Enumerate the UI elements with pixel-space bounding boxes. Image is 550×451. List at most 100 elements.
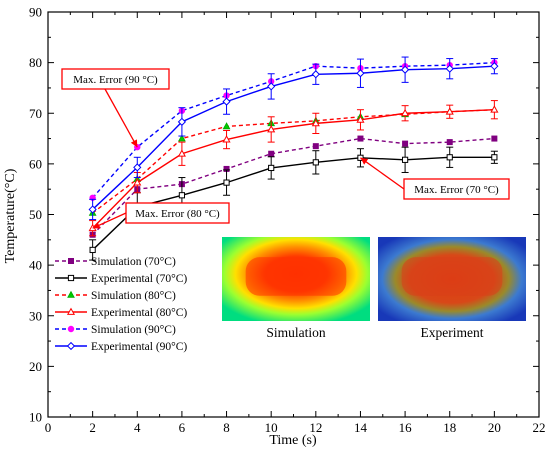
- heatmap-caption: Simulation: [266, 325, 326, 340]
- legend-label: Simulation (80°C): [91, 290, 176, 302]
- data-point: [66, 341, 76, 351]
- legend-label: Simulation (90°C): [91, 324, 176, 336]
- x-tick-label: 22: [533, 420, 546, 435]
- x-tick-label: 6: [179, 420, 186, 435]
- legend-entry: Simulation (80°C): [55, 290, 176, 302]
- series-4: [88, 100, 499, 237]
- x-tick-label: 20: [488, 420, 501, 435]
- data-point: [67, 290, 75, 298]
- legend-entry: Simulation (70°C): [55, 256, 176, 268]
- data-point: [446, 139, 453, 146]
- data-point: [89, 246, 96, 254]
- data-point: [68, 257, 75, 264]
- data-point: [312, 143, 319, 150]
- legend-label: Experimental (80°C): [91, 307, 187, 319]
- data-point: [222, 97, 231, 106]
- y-tick-label: 40: [29, 258, 42, 273]
- legend-label: Experimental (70°C): [91, 273, 187, 285]
- data-point: [267, 125, 276, 133]
- data-point: [133, 163, 142, 172]
- x-axis-title: Time (s): [269, 433, 317, 448]
- heatmap-caption: Experiment: [421, 325, 484, 340]
- x-tick-label: 0: [45, 420, 52, 435]
- data-point: [357, 135, 364, 142]
- y-tick-label: 60: [29, 156, 42, 171]
- axes: 0 2 4 6 8 10 12 14 16 18 20 22 10 20 30 40 50 60 70 80 90: [29, 5, 546, 436]
- error-annotation: Max. Error (90 °C): [61, 68, 170, 148]
- legend-entry: Experimental (80°C): [55, 307, 187, 319]
- y-tick-label: 50: [29, 207, 42, 222]
- legend-label: Experimental (90°C): [91, 341, 187, 353]
- x-tick-label: 2: [89, 420, 96, 435]
- legend-entry: Simulation (90°C): [55, 324, 176, 336]
- heatmap-hot-core: [401, 257, 503, 296]
- data-point: [356, 69, 365, 78]
- x-tick-label: 18: [443, 420, 456, 435]
- annotation-text: Max. Error (80 °C): [135, 208, 220, 220]
- data-point: [178, 192, 186, 199]
- x-tick-label: 10: [265, 420, 278, 435]
- annotation-text: Max. Error (70 °C): [414, 184, 499, 196]
- x-tick-label: 14: [354, 420, 368, 435]
- x-tick-label: 4: [134, 420, 141, 435]
- annotation-box: [403, 178, 510, 200]
- y-tick-label: 90: [29, 5, 42, 20]
- y-tick-label: 20: [29, 359, 42, 374]
- series-line: [92, 65, 495, 210]
- heatmap-hot-core: [245, 257, 347, 296]
- data-point: [490, 62, 499, 71]
- data-point: [400, 65, 410, 74]
- x-tick-label: 16: [399, 420, 413, 435]
- data-point: [88, 205, 97, 214]
- data-point: [267, 82, 276, 91]
- data-point: [312, 159, 319, 166]
- data-point: [356, 115, 365, 123]
- data-point: [268, 164, 275, 172]
- series-line: [92, 156, 495, 251]
- error-annotation: Max. Error (70 °C): [360, 157, 510, 200]
- y-tick-label: 10: [29, 410, 42, 425]
- legend-label: Simulation (70°C): [91, 256, 176, 268]
- x-tick-label: 8: [223, 420, 230, 435]
- legend: Simulation (70°C) Experimental (70°C) Simu…: [55, 256, 187, 353]
- data-point: [311, 70, 320, 79]
- data-point: [445, 107, 454, 115]
- data-point: [177, 149, 186, 157]
- y-tick-label: 70: [29, 106, 42, 121]
- heatmap-insets: Simulation Experiment: [222, 237, 526, 340]
- legend-entry: Experimental (90°C): [55, 341, 187, 353]
- data-point: [178, 134, 186, 142]
- data-point: [491, 154, 498, 161]
- data-point: [268, 150, 275, 157]
- data-point: [222, 135, 231, 143]
- data-point: [177, 117, 187, 126]
- data-point: [311, 118, 320, 127]
- annotation-box: [61, 68, 170, 90]
- y-tick-label: 30: [29, 308, 42, 323]
- data-point: [223, 179, 230, 186]
- series-line: [92, 137, 495, 236]
- data-point: [402, 140, 409, 147]
- annotation-arrow-head: [92, 222, 101, 229]
- series-6: [88, 56, 499, 221]
- error-annotation: Max. Error (80 °C): [92, 202, 230, 229]
- data-point: [401, 108, 410, 117]
- annotation-arrow-head: [360, 157, 369, 165]
- data-point: [401, 156, 409, 163]
- data-point: [222, 122, 231, 130]
- data-point: [67, 325, 75, 333]
- y-tick-label: 80: [29, 55, 42, 70]
- x-tick-label: 12: [309, 420, 322, 435]
- annotation-text: Max. Error (90 °C): [73, 74, 158, 86]
- annotation-arrow-head: [130, 139, 138, 148]
- data-point: [446, 154, 453, 161]
- data-series: [88, 56, 499, 261]
- series-line: [92, 109, 495, 214]
- data-point: [66, 307, 76, 315]
- heatmap-inset-experiment: Experiment: [378, 237, 526, 340]
- series-line: [92, 109, 495, 229]
- series-1: [89, 135, 498, 238]
- data-point: [133, 178, 142, 186]
- data-point: [491, 135, 498, 142]
